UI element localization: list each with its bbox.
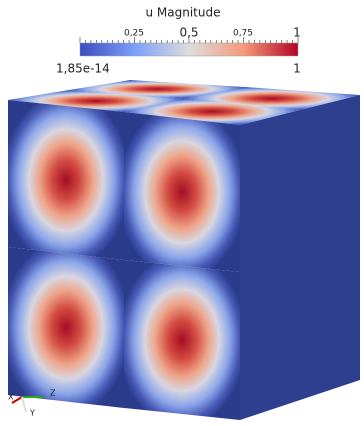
color-legend: u Magnitude 0,25 0,5 0,75 1 1,85e-14 1	[56, 6, 301, 76]
axis-label: Z	[50, 389, 56, 398]
y-axis-arrow	[22, 397, 26, 412]
front-cell	[124, 260, 240, 420]
legend-title: u Magnitude	[146, 6, 221, 20]
page: {"colorbar": {"title": "u Magnitude", "t…	[0, 0, 364, 422]
front-cell	[124, 112, 240, 272]
min-label: 1,85e-14	[56, 62, 110, 76]
viewport: u Magnitude 0,25 0,5 0,75 1 1,85e-14 1 X…	[0, 0, 364, 422]
front-cell	[8, 247, 124, 408]
color-bar	[80, 43, 298, 56]
x-axis-arrow	[12, 397, 22, 403]
tick-label: 0,25	[124, 29, 144, 39]
axis-label: Y	[29, 409, 35, 418]
right-face	[240, 95, 360, 420]
axis-label: X	[8, 393, 14, 402]
tick-label: 0,75	[233, 29, 253, 39]
front-face	[8, 100, 240, 420]
max-label: 1	[293, 62, 301, 76]
cube	[8, 80, 360, 420]
tick-label: 1	[293, 26, 301, 40]
front-cell	[8, 100, 124, 260]
